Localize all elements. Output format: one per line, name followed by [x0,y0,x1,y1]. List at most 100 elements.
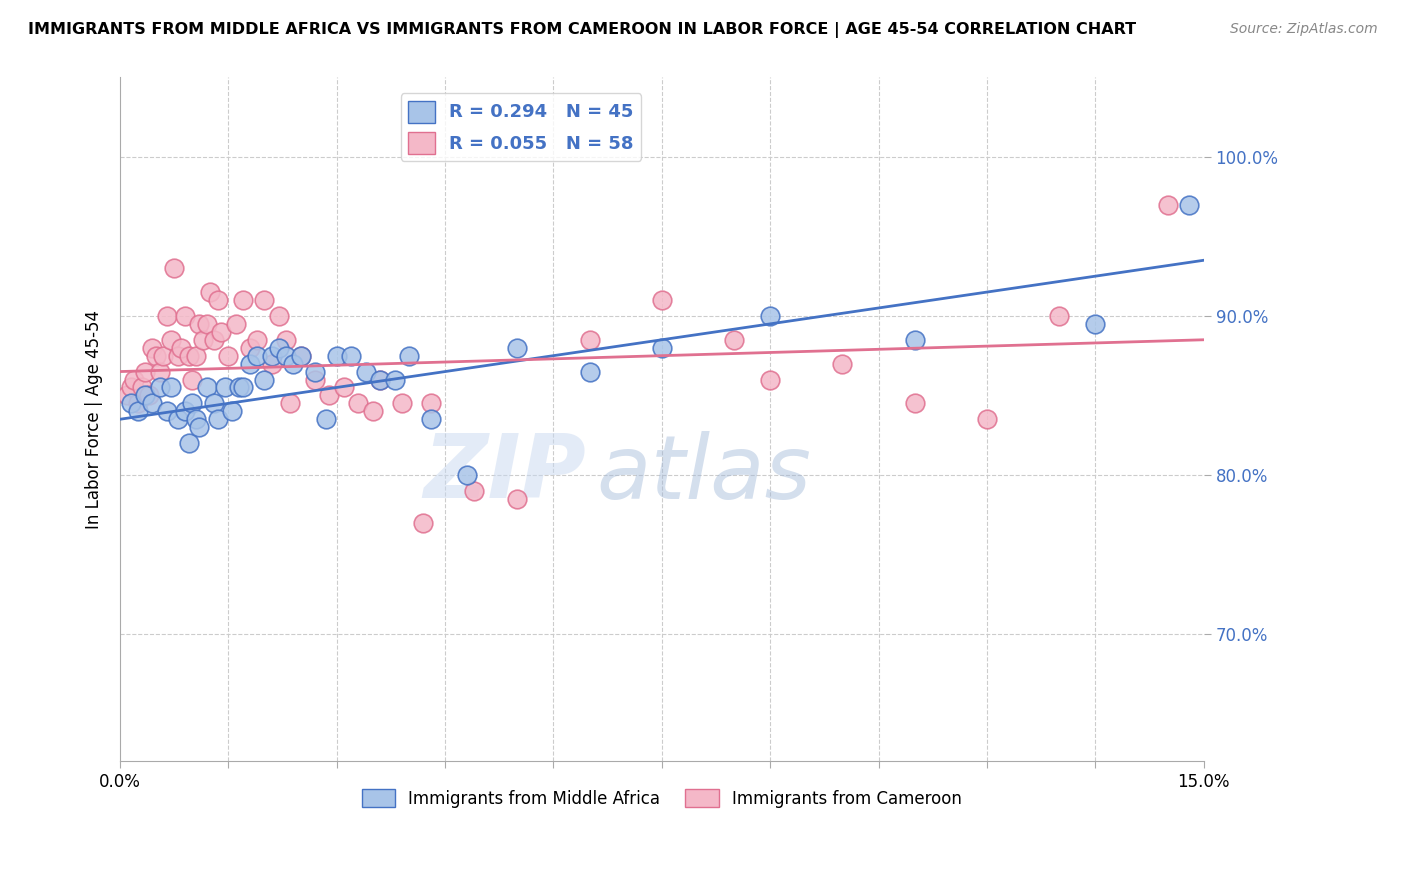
Point [188,420,211,434]
Point [127,396,149,410]
Point [412,516,434,530]
Text: ZIP: ZIP [423,431,586,517]
Point [232,380,254,394]
Point [214,380,236,394]
Text: atlas: atlas [596,431,811,517]
Point [723,333,745,347]
Point [170,341,193,355]
Point [456,467,478,482]
Point [195,380,218,394]
Point [976,412,998,426]
Point [904,396,927,410]
Point [304,372,326,386]
Point [368,372,391,386]
Point [904,333,927,347]
Point [354,365,377,379]
Point [149,365,172,379]
Point [361,404,384,418]
Point [276,349,298,363]
Point [246,333,269,347]
Point [506,341,529,355]
Point [138,388,160,402]
Point [651,293,673,307]
Point [506,491,529,506]
Point [184,349,207,363]
Point [207,412,229,426]
Point [232,293,254,307]
Point [391,396,413,410]
Point [253,293,276,307]
Point [127,404,149,418]
Point [1156,197,1178,211]
Point [578,333,600,347]
Text: Source: ZipAtlas.com: Source: ZipAtlas.com [1230,22,1378,37]
Point [267,309,290,323]
Point [278,396,301,410]
Point [156,404,179,418]
Point [333,380,356,394]
Point [174,404,197,418]
Point [177,436,200,450]
Point [184,412,207,426]
Point [174,309,197,323]
Point [207,293,229,307]
Point [120,380,142,394]
Point [463,483,485,498]
Point [246,349,269,363]
Point [419,412,441,426]
Point [221,404,243,418]
Point [267,341,290,355]
Point [315,412,337,426]
Point [831,357,853,371]
Point [163,261,186,276]
Point [181,396,204,410]
Point [120,396,142,410]
Point [347,396,370,410]
Point [283,357,305,371]
Point [188,317,211,331]
Point [141,341,163,355]
Point [260,357,283,371]
Point [228,380,250,394]
Point [1178,197,1201,211]
Point [202,396,225,410]
Legend: Immigrants from Middle Africa, Immigrants from Cameroon: Immigrants from Middle Africa, Immigrant… [356,783,969,814]
Point [149,380,172,394]
Point [759,372,782,386]
Point [290,349,312,363]
Point [159,380,181,394]
Point [368,372,391,386]
Point [209,325,232,339]
Point [325,349,347,363]
Point [152,349,174,363]
Point [217,349,239,363]
Point [141,396,163,410]
Point [398,349,420,363]
Point [260,349,283,363]
Point [191,333,214,347]
Point [578,365,600,379]
Text: IMMIGRANTS FROM MIDDLE AFRICA VS IMMIGRANTS FROM CAMEROON IN LABOR FORCE | AGE 4: IMMIGRANTS FROM MIDDLE AFRICA VS IMMIGRA… [28,22,1136,38]
Point [239,341,262,355]
Point [290,349,312,363]
Point [134,365,156,379]
Point [115,388,138,402]
Point [159,333,181,347]
Point [276,333,298,347]
Point [134,388,156,402]
Point [156,309,179,323]
Point [253,372,276,386]
Point [202,333,225,347]
Y-axis label: In Labor Force | Age 45-54: In Labor Force | Age 45-54 [86,310,103,529]
Point [340,349,363,363]
Point [1084,317,1107,331]
Point [419,396,441,410]
Point [304,365,326,379]
Point [177,349,200,363]
Point [145,349,167,363]
Point [384,372,406,386]
Point [1047,309,1070,323]
Point [131,380,153,394]
Point [651,341,673,355]
Point [181,372,204,386]
